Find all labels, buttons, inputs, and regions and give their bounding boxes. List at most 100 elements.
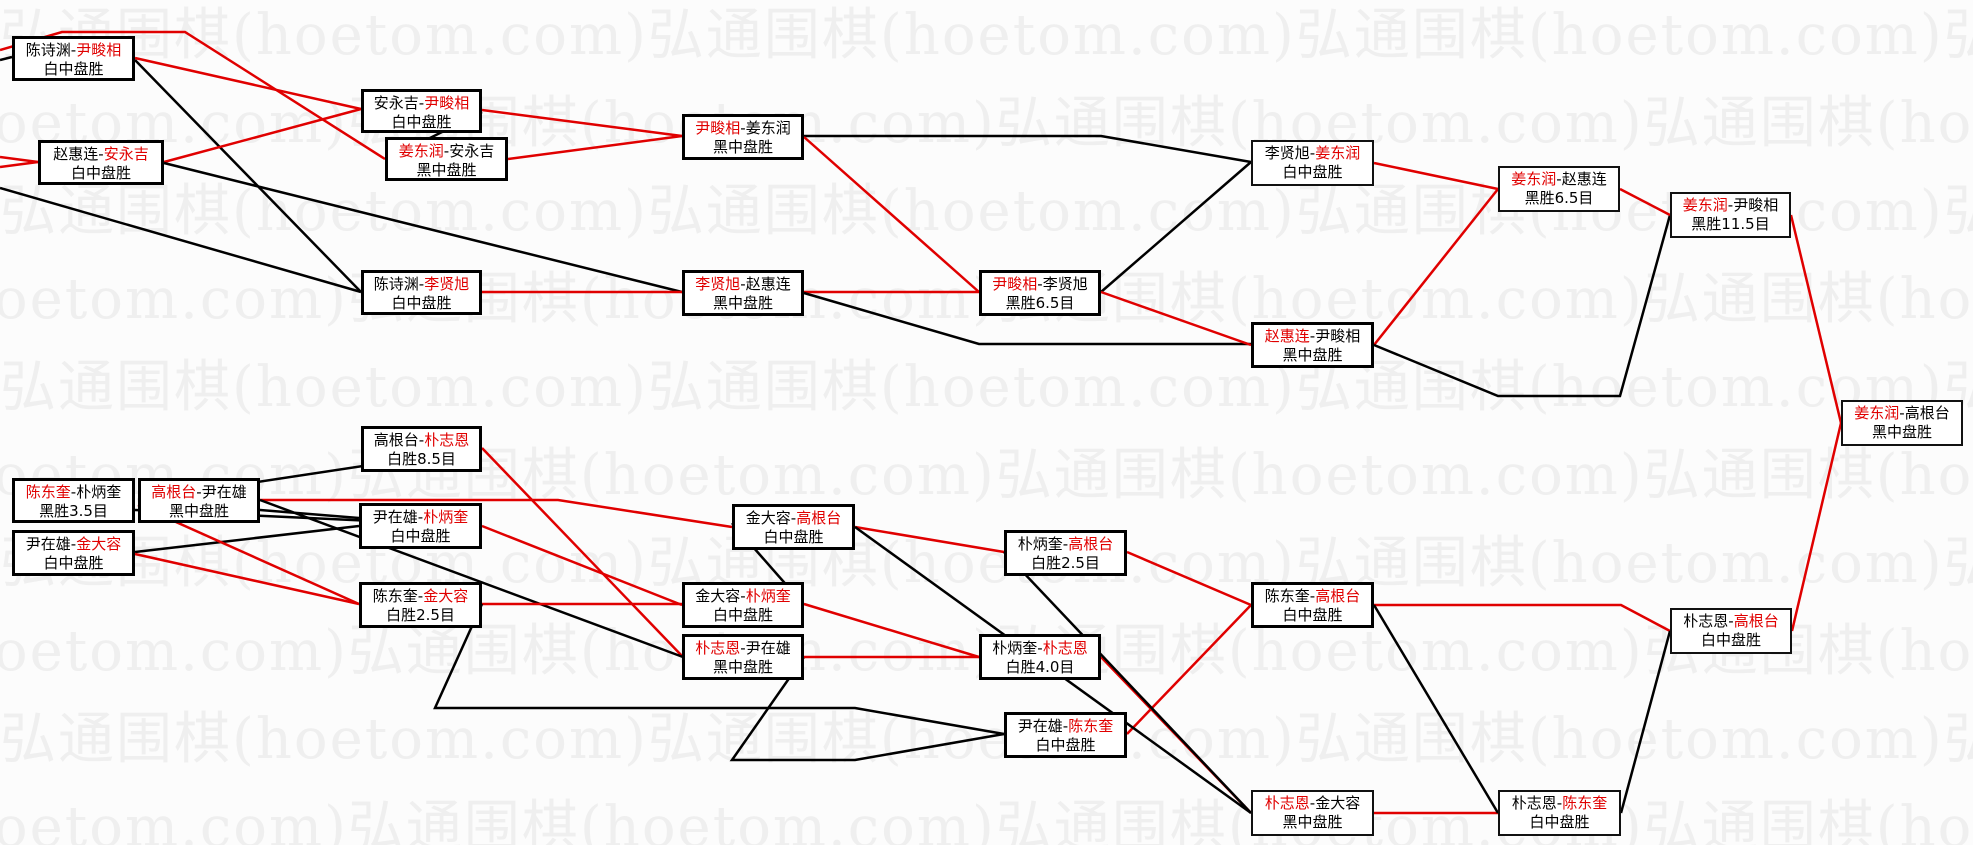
match-players: 李贤旭-赵惠连 (685, 275, 801, 294)
player-white: 金大容 (76, 535, 122, 553)
loser-connector-line (1372, 604, 1500, 814)
match-players: 陈诗渊-李贤旭 (364, 275, 479, 294)
match-players: 姜东润-安永吉 (388, 142, 505, 161)
match-players: 尹在雄-朴炳奎 (362, 508, 479, 527)
player-white: 高根台 (1733, 612, 1779, 630)
winner-connector-line (134, 552, 360, 606)
match-result: 黑中盘胜 (168, 502, 229, 520)
match-result: 黑中盘胜 (1282, 813, 1343, 831)
player-white: 安永吉 (103, 145, 149, 163)
loser-connector-line (804, 134, 1252, 164)
match-result: 白中盘胜 (70, 164, 131, 182)
match-result: 黑胜6.5目 (1005, 294, 1075, 312)
player-white: 朴炳奎 (423, 508, 469, 526)
match-box: 姜东润-安永吉 黑中盘胜 (385, 137, 508, 181)
match-box: 高根台-尹在雄 黑中盘胜 (138, 478, 260, 523)
player-white: 高根台 (1904, 404, 1950, 422)
separator: - (1309, 144, 1316, 162)
player-black: 朴志恩 (1264, 794, 1310, 812)
winner-connector-line (1126, 604, 1252, 735)
match-result: 白中盘胜 (43, 60, 104, 78)
player-black: 朴炳奎 (1017, 535, 1063, 553)
player-black: 朴志恩 (1683, 612, 1729, 630)
match-players: 尹畯相-姜东润 (685, 119, 801, 138)
winner-connector-line (1619, 187, 1671, 217)
match-box: 姜东润-高根台 黑中盘胜 (1841, 400, 1963, 446)
match-result: 白胜4.0目 (1005, 658, 1075, 676)
winner-connector-line (481, 447, 684, 658)
match-result: 黑胜6.5目 (1524, 189, 1594, 207)
match-result: 白胜8.5目 (387, 450, 456, 468)
match-box: 高根台-朴志恩 白胜8.5目 (361, 426, 482, 472)
match-box: 陈东奎-朴炳奎 黑胜3.5目 (12, 478, 135, 523)
loser-connector-line (0, 55, 13, 62)
winner-connector-line (507, 134, 683, 161)
separator: - (1728, 612, 1734, 630)
match-players: 尹在雄-陈东奎 (1007, 717, 1124, 736)
separator: - (1556, 170, 1562, 188)
loser-connector-line (1003, 551, 1252, 814)
player-black: 姜东润 (1854, 404, 1900, 422)
match-result: 白中盘胜 (1282, 606, 1343, 624)
separator: - (1309, 587, 1316, 605)
player-black: 安永吉 (373, 94, 419, 112)
loser-connector-line (259, 498, 684, 659)
separator: - (418, 94, 425, 112)
match-players: 陈东奎-金大容 (362, 587, 479, 606)
player-white: 尹畯相 (1315, 327, 1361, 345)
winner-connector-line (1100, 290, 1252, 347)
loser-connector-line (1373, 214, 1672, 398)
winner-connector-line (0, 160, 39, 169)
player-black: 金大容 (745, 509, 791, 527)
player-white: 高根台 (1315, 587, 1361, 605)
match-result: 白中盘胜 (390, 527, 451, 545)
match-players: 高根台-尹在雄 (141, 483, 257, 502)
player-black: 姜东润 (1682, 196, 1728, 214)
loser-connector-line (134, 59, 362, 293)
match-result: 黑中盘胜 (712, 294, 773, 312)
player-black: 朴志恩 (695, 639, 741, 657)
player-black: 金大容 (695, 587, 741, 605)
separator: - (1309, 794, 1316, 812)
separator: - (1556, 794, 1563, 812)
separator: - (1037, 639, 1043, 657)
match-players: 尹畯相-李贤旭 (982, 275, 1098, 294)
match-result: 白中盘胜 (1529, 813, 1590, 831)
match-box: 赵惠连-尹畯相 黑中盘胜 (1251, 322, 1374, 368)
match-players: 朴炳奎-高根台 (1007, 535, 1124, 554)
match-result: 白中盘胜 (43, 554, 104, 572)
match-box: 李贤旭-赵惠连 黑中盘胜 (682, 270, 804, 316)
separator: - (1899, 404, 1905, 422)
match-result: 黑中盘胜 (1282, 346, 1343, 364)
player-white: 朴炳奎 (76, 483, 122, 501)
player-black: 尹在雄 (25, 535, 71, 553)
player-black: 朴志恩 (1511, 794, 1557, 812)
match-box: 陈东奎-高根台 白中盘胜 (1251, 582, 1374, 628)
match-box: 尹畯相-姜东润 黑中盘胜 (682, 114, 804, 160)
separator: - (418, 431, 425, 449)
match-result: 白中盘胜 (1282, 163, 1343, 181)
loser-connector-line (163, 161, 683, 294)
match-box: 金大容-高根台 白中盘胜 (732, 504, 855, 550)
player-black: 姜东润 (1511, 170, 1557, 188)
player-white: 李贤旭 (424, 275, 470, 293)
player-white: 赵惠连 (1561, 170, 1607, 188)
match-result: 黑胜11.5目 (1691, 215, 1770, 233)
player-white: 姜东润 (1315, 144, 1361, 162)
match-players: 姜东润-高根台 (1843, 404, 1961, 423)
match-players: 姜东润-尹畯相 (1672, 196, 1789, 215)
winner-connector-line (134, 56, 362, 111)
separator: - (70, 41, 77, 59)
match-players: 朴志恩-金大容 (1253, 794, 1372, 813)
winner-connector-line (854, 525, 1005, 554)
match-players: 金大容-高根台 (735, 509, 852, 528)
separator: - (1727, 196, 1734, 214)
match-result: 白中盘胜 (391, 294, 452, 312)
player-black: 尹在雄 (1017, 717, 1063, 735)
player-black: 陈诗渊 (25, 41, 71, 59)
separator: - (740, 639, 746, 657)
separator: - (790, 509, 797, 527)
player-white: 高根台 (796, 509, 842, 527)
separator: - (418, 275, 425, 293)
player-white: 朴志恩 (424, 431, 470, 449)
